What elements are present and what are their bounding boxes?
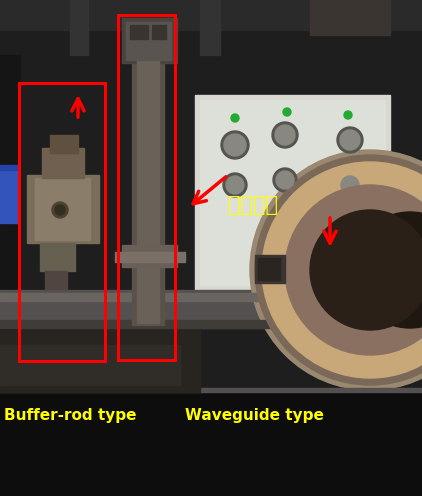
Circle shape (273, 168, 297, 192)
Bar (195, 95, 390, 290)
Circle shape (340, 130, 360, 150)
Bar (0, 30, 422, 390)
Bar (0, 390, 422, 496)
Text: Waveguide type: Waveguide type (185, 408, 324, 423)
Bar (0, 0, 422, 30)
Circle shape (262, 162, 422, 378)
Bar (42, 148, 84, 178)
Bar (70, 0, 88, 55)
Bar (258, 258, 280, 280)
Bar (0, 0, 422, 55)
Bar (0, 320, 422, 328)
Bar (35, 178, 90, 240)
Circle shape (320, 180, 422, 360)
Circle shape (344, 111, 352, 119)
Bar (0, 168, 18, 223)
Circle shape (275, 125, 295, 145)
Circle shape (283, 108, 291, 116)
Circle shape (341, 176, 359, 194)
Bar (0, 330, 200, 392)
Bar (122, 245, 177, 267)
Circle shape (221, 131, 249, 159)
Bar (310, 0, 390, 35)
Circle shape (352, 212, 422, 328)
Circle shape (231, 114, 239, 122)
Circle shape (250, 150, 422, 390)
Bar (130, 25, 148, 39)
Bar (0, 55, 20, 405)
Circle shape (285, 185, 422, 355)
Circle shape (223, 173, 247, 197)
Bar (0, 388, 422, 392)
Bar (255, 255, 285, 283)
Bar (45, 271, 67, 289)
Text: 오리피스: 오리피스 (228, 195, 278, 215)
Circle shape (272, 122, 298, 148)
Bar (27, 175, 99, 243)
Bar (122, 18, 177, 63)
Circle shape (337, 127, 363, 153)
Bar (200, 100, 385, 285)
Bar (50, 135, 78, 153)
Circle shape (226, 176, 244, 194)
Bar (40, 243, 75, 271)
Circle shape (335, 195, 422, 345)
Circle shape (310, 210, 422, 330)
Circle shape (55, 205, 65, 215)
Bar (0, 165, 18, 170)
Bar (0, 290, 422, 328)
Bar (115, 252, 185, 262)
Bar (19, 83, 105, 361)
Bar (0, 293, 422, 301)
Text: Buffer-rod type: Buffer-rod type (4, 408, 136, 423)
Bar (152, 25, 166, 39)
Circle shape (276, 171, 294, 189)
Circle shape (52, 202, 68, 218)
Bar (132, 55, 164, 325)
Bar (200, 0, 220, 55)
Bar (118, 15, 175, 360)
Circle shape (338, 173, 362, 197)
Bar (126, 22, 171, 60)
Circle shape (255, 155, 422, 385)
Circle shape (224, 134, 246, 156)
Bar (137, 58, 159, 323)
Bar (0, 345, 180, 385)
